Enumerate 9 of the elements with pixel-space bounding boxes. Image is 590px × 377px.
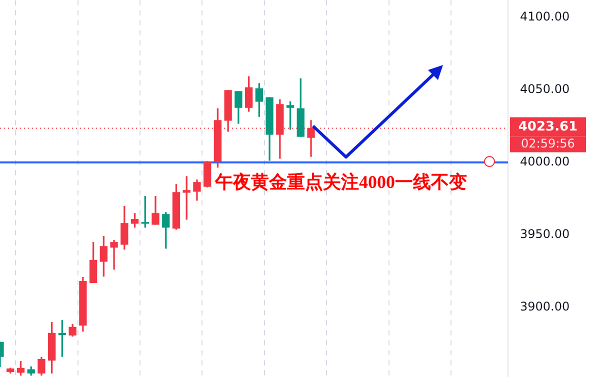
text: 02:59:56	[521, 136, 575, 150]
y-tick-label: 4050.00	[520, 82, 570, 96]
y-tick-label: 3950.00	[520, 226, 570, 241]
candlestick	[110, 240, 118, 270]
y-tick-label: 4000.00	[520, 154, 570, 169]
y-tick-label: 3900.00	[520, 299, 570, 314]
y-tick-label: 4100.00	[520, 10, 570, 24]
ref-line-label: 4023.61	[518, 120, 578, 135]
ref-line-label: 午夜黄金重点关注4000一线不变	[214, 172, 467, 192]
